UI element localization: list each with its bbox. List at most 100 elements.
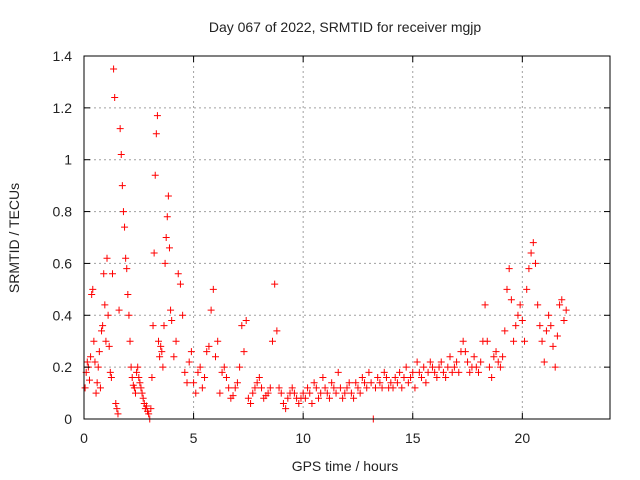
data-point — [339, 394, 347, 402]
data-point — [176, 280, 184, 288]
data-point — [435, 363, 443, 371]
data-point — [319, 374, 327, 382]
data-point — [238, 322, 246, 330]
data-point — [448, 368, 456, 376]
data-point — [107, 374, 115, 382]
data-point — [437, 358, 445, 366]
data-point — [273, 327, 281, 335]
data-point — [503, 285, 511, 293]
data-point — [233, 379, 241, 387]
data-point — [142, 402, 150, 410]
data-point — [330, 384, 338, 392]
data-point — [125, 311, 133, 319]
data-point — [411, 384, 419, 392]
data-point — [545, 311, 553, 319]
data-point — [347, 389, 355, 397]
data-point — [128, 374, 136, 382]
data-point — [160, 322, 168, 330]
data-point — [501, 327, 509, 335]
data-point — [523, 285, 531, 293]
y-tick-label: 0 — [64, 411, 72, 427]
data-point — [453, 358, 461, 366]
data-point — [103, 254, 111, 262]
data-point — [442, 374, 450, 382]
data-point — [404, 379, 412, 387]
x-axis-label: GPS time / hours — [292, 458, 399, 474]
data-point — [367, 379, 375, 387]
y-tick-label: 1 — [64, 152, 72, 168]
data-point — [207, 306, 215, 314]
data-point — [510, 337, 518, 345]
data-point — [196, 363, 204, 371]
data-point — [310, 379, 318, 387]
axis-ticks — [83, 55, 610, 420]
data-point — [145, 410, 153, 418]
chart-title: Day 067 of 2022, SRMTID for receiver mgj… — [209, 19, 482, 35]
data-point — [174, 270, 182, 278]
data-point — [472, 363, 480, 371]
data-point — [102, 337, 110, 345]
data-point — [205, 342, 213, 350]
data-point — [266, 384, 274, 392]
data-point — [118, 182, 126, 190]
data-point — [150, 249, 158, 257]
data-point — [277, 389, 285, 397]
data-point — [218, 368, 226, 376]
data-point — [126, 337, 134, 345]
data-point — [492, 348, 500, 356]
data-point — [531, 259, 539, 267]
data-point — [328, 379, 336, 387]
data-point — [152, 130, 160, 138]
data-point — [220, 363, 228, 371]
data-point — [321, 384, 329, 392]
data-point — [558, 296, 566, 304]
data-point — [165, 244, 173, 252]
data-point — [426, 358, 434, 366]
data-point — [161, 259, 169, 267]
data-point — [356, 389, 364, 397]
data-point — [299, 389, 307, 397]
data-point — [136, 379, 144, 387]
data-point — [450, 363, 458, 371]
data-point — [315, 394, 323, 402]
data-point — [343, 384, 351, 392]
data-point — [244, 394, 252, 402]
data-point — [214, 337, 222, 345]
data-point — [382, 374, 390, 382]
data-point — [376, 379, 384, 387]
data-point — [222, 374, 230, 382]
data-point — [428, 363, 436, 371]
data-point — [461, 348, 469, 356]
data-point — [87, 353, 95, 361]
data-point — [151, 171, 159, 179]
data-point — [158, 348, 166, 356]
data-point — [113, 405, 121, 413]
data-point — [288, 384, 296, 392]
data-point — [538, 337, 546, 345]
data-point — [363, 384, 371, 392]
data-point — [358, 374, 366, 382]
data-point — [121, 223, 129, 231]
data-point — [562, 306, 570, 314]
data-point — [422, 379, 430, 387]
data-point — [464, 358, 472, 366]
data-point — [110, 65, 118, 73]
data-point — [81, 384, 89, 392]
plot-frame — [83, 55, 611, 420]
data-point — [374, 374, 382, 382]
data-point — [271, 280, 279, 288]
data-point — [361, 379, 369, 387]
y-tick-label: 0.4 — [53, 307, 73, 323]
data-point — [400, 374, 408, 382]
data-point — [135, 374, 143, 382]
data-point — [155, 337, 163, 345]
data-point — [490, 353, 498, 361]
data-point — [240, 348, 248, 356]
data-point — [85, 376, 93, 384]
data-point — [247, 399, 255, 407]
data-point — [336, 384, 344, 392]
y-tick-label: 0.8 — [53, 204, 73, 220]
x-tick-label: 5 — [190, 430, 198, 446]
data-point — [187, 348, 195, 356]
data-point — [132, 389, 140, 397]
